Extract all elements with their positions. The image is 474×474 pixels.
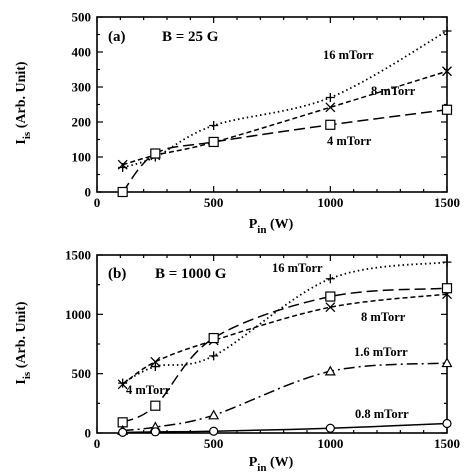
panel-a-series-2-point: [325, 119, 336, 130]
panel-a-series-line: [122, 30, 448, 169]
panel-b-axes: 0 500 1000 1500 0 500 1000 1500: [65, 248, 460, 452]
panel-a-axes: 0 500 1000 1500 0 100 200 300 400 500: [72, 10, 461, 211]
panel-b-series-1-point: [117, 379, 128, 390]
panel-a-x-tick-label: 0: [94, 195, 101, 210]
panel-a-x-tick-label: 500: [204, 195, 224, 210]
panel-b-label: (b): [108, 266, 126, 282]
panel-a-label: (a): [108, 29, 126, 45]
panel-b-y-tick-label: 0: [85, 426, 92, 441]
panel-b-series-3-point: [324, 365, 336, 376]
panel-a-series-2-point: [208, 136, 219, 148]
panel-b-series-3-point: [208, 409, 220, 420]
panel-b-series-line: [122, 287, 448, 424]
panel-a-series-label-4mtorr: 4 mTorr: [327, 134, 372, 148]
panel-b-series-0-point: [150, 362, 160, 372]
panel-b-series-0-point: [325, 274, 335, 284]
panel-a-y-title-main: I: [14, 139, 29, 144]
panel-b-series-2-point: [208, 332, 219, 344]
panel-a-x-title-sub: in: [257, 224, 266, 236]
panel-a-series-label-8mtorr: 8 mTorr: [371, 84, 416, 98]
panel-a-series-2-point: [441, 104, 453, 115]
panel-b-series-label-1-6mtorr: 1.6 mTorr: [354, 345, 408, 359]
panel-a-y-axis-title: Iis (Arb. Unit): [14, 61, 33, 145]
panel-b-series-label-16mtorr: 16 mTorr: [272, 261, 323, 275]
panel-b-series-4-point: [442, 418, 452, 429]
panel-b-series-1-point: [150, 356, 161, 367]
panel-a-series-1-point: [442, 66, 452, 77]
panel-a-y-tick-label: 500: [72, 10, 92, 25]
panel-b-x-tick-label: 500: [204, 436, 224, 451]
panel-b-y-tick-label: 1000: [65, 307, 91, 322]
panel-a-markers: [117, 26, 453, 198]
panel-b-y-title-unit: (Arb. Unit): [14, 301, 29, 372]
panel-b-series-4-point: [209, 426, 219, 436]
panel-a-series-label-16mtorr: 16 mTorr: [323, 48, 374, 62]
panel-a-lines: [122, 30, 448, 193]
panel-b-lines: [122, 261, 448, 434]
panel-a-y-tick-label: 400: [72, 45, 92, 60]
panel-b-x-title-sub: in: [257, 462, 266, 474]
panel-a-field-label: B = 25 G: [162, 29, 219, 45]
panel-b-series-4-point: [118, 427, 128, 438]
panel-a-series-line: [122, 109, 448, 193]
panel-b-series-label-8mtorr: 8 mTorr: [361, 310, 406, 324]
panel-b-series-2-point: [150, 400, 161, 411]
panel-a-series-0-point: [209, 121, 219, 130]
panel-b-x-title-unit: (W): [266, 455, 293, 470]
panel-a-series-line: [122, 70, 448, 166]
panel-a-x-tick-label: 1000: [317, 195, 343, 210]
panel-b-y-title-main: I: [14, 379, 29, 384]
panel-a-y-tick-label: 200: [72, 115, 92, 130]
panel-a-series-0-point: [442, 26, 452, 36]
panel-a-series-1-point: [325, 102, 336, 113]
panel-b-series-4-point: [325, 423, 335, 433]
panel-b-series-line: [122, 362, 448, 432]
panel-b-series-0-point: [442, 257, 452, 267]
panel-a-x-axis-title: Pin (W): [249, 217, 294, 236]
panel-a-y-title-unit: (Arb. Unit): [14, 61, 29, 132]
panel-b-series-2-point: [325, 291, 336, 302]
panel-b-series-1-point: [325, 302, 336, 313]
panel-a-series-1-point: [117, 159, 128, 170]
panel-b-field-label: B = 1000 G: [155, 266, 227, 282]
panel-b-series-label-0-8mtorr: 0.8 mTorr: [355, 407, 409, 421]
panel-b-series-0-point: [209, 351, 219, 361]
panel-b-series-2-point: [441, 283, 453, 294]
panel-b-series-3-point: [441, 357, 453, 368]
panel-b-series-line: [122, 422, 448, 434]
panel-b-markers: [117, 257, 453, 438]
panel-a-y-tick-label: 300: [72, 80, 92, 95]
panel-b-y-tick-label: 1500: [65, 248, 91, 263]
panel-b-series-label-4mtorr: 4 mTorr: [126, 383, 171, 397]
panel-b-x-axis-title: Pin (W): [249, 455, 294, 474]
panel-a-x-tick-label: 1500: [434, 195, 460, 210]
panel-b-x-tick-label: 1500: [434, 436, 460, 451]
panel-b-series-line: [122, 293, 448, 385]
panel-a-x-title-main: P: [249, 217, 258, 232]
panel-b-series-0-point: [118, 378, 128, 388]
panel-a-series-2-point: [150, 148, 161, 159]
panel-b-y-tick-label: 500: [72, 366, 92, 381]
panel-a-plot-frame: [96, 16, 448, 193]
panel-b-x-tick-label: 0: [94, 436, 101, 451]
panel-a-y-tick-label: 100: [72, 150, 92, 165]
panel-b-y-axis-title: Iis (Arb. Unit): [14, 301, 33, 385]
panel-b-y-title-sub: is: [21, 371, 33, 379]
panel-a-series-2-point: [117, 186, 128, 198]
panel-a-x-title-unit: (W): [266, 217, 293, 232]
panel-a-y-tick-label: 0: [85, 185, 92, 200]
panel-b-series-4-point: [150, 427, 160, 437]
panel-a-series-0-point: [325, 93, 335, 102]
panel-a: 0 500 1000 1500 0 100 200 300 400 500 (a) B = 25 …: [14, 10, 460, 237]
panel-b-x-title-main: P: [249, 455, 258, 470]
panel-b-x-tick-label: 1000: [317, 436, 343, 451]
panel-a-y-title-sub: is: [21, 131, 33, 139]
